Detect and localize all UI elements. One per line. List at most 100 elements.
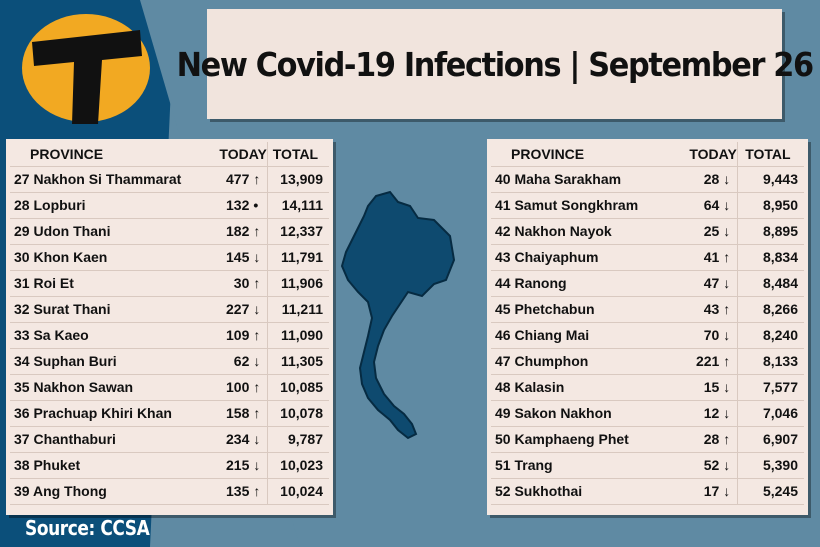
trend-icon: ↓ [251, 296, 268, 323]
province-cell: 33 Sa Kaeo [10, 322, 214, 349]
rank-number: 46 [495, 327, 511, 343]
table-row: 50 Kamphaeng Phet 28 ↑ 6,907 [491, 426, 804, 453]
total-cell: 10,024 [266, 478, 329, 505]
today-cell: 227 [213, 296, 252, 323]
total-cell: 8,484 [736, 270, 804, 297]
today-cell: 30 [213, 270, 252, 297]
rank-number: 48 [495, 379, 511, 395]
title-banner: New Covid-19 Infections | September 26 [176, 9, 814, 119]
trend-icon: ↓ [721, 166, 738, 193]
rank-number: 50 [495, 431, 511, 447]
table-row: 49 Sakon Nakhon 12 ↓ 7,046 [491, 400, 804, 427]
trend-icon: ↑ [251, 400, 268, 427]
right-table-panel: PROVINCE TODAY TOTAL 40 Maha Sarakham 28 ↓… [487, 139, 808, 515]
total-cell: 8,950 [736, 192, 804, 219]
total-cell: 14,111 [266, 192, 329, 219]
right-table-body: 40 Maha Sarakham 28 ↓ 9,443 41 Samut Songkhr… [491, 166, 804, 505]
province-name: Sukhothai [514, 483, 583, 499]
today-cell: 109 [213, 322, 252, 349]
trend-icon: ↓ [721, 322, 738, 349]
table-row: 48 Kalasin 15 ↓ 7,577 [491, 374, 804, 401]
trend-icon: ↓ [721, 452, 738, 479]
total-cell: 9,443 [736, 166, 804, 193]
rank-number: 41 [495, 197, 511, 213]
rank-number: 38 [14, 457, 30, 473]
today-cell: 100 [213, 374, 252, 401]
today-cell: 47 [680, 270, 722, 297]
today-cell: 145 [213, 244, 252, 271]
total-cell: 7,577 [736, 374, 804, 401]
province-name: Nakhon Si Thammarat [33, 171, 182, 187]
province-name: Ang Thong [32, 483, 107, 499]
rank-number: 40 [495, 171, 511, 187]
trend-icon: ↑ [251, 218, 268, 245]
rank-number: 28 [14, 197, 30, 213]
today-cell: 158 [213, 400, 252, 427]
province-cell: 44 Ranong [491, 270, 681, 297]
today-cell: 221 [680, 348, 722, 375]
table-row: 44 Ranong 47 ↓ 8,484 [491, 270, 804, 297]
total-cell: 7,046 [736, 400, 804, 427]
province-cell: 46 Chiang Mai [491, 322, 681, 349]
right-infections-table: PROVINCE TODAY TOTAL 40 Maha Sarakham 28 ↓… [491, 142, 804, 505]
total-cell: 6,907 [736, 426, 804, 453]
total-cell: 8,834 [736, 244, 804, 271]
province-name: Chaiyaphum [514, 249, 599, 265]
table-header-row: PROVINCE TODAY TOTAL [10, 142, 329, 167]
province-name: Phuket [33, 457, 81, 473]
table-row: 31 Roi Et 30 ↑ 11,906 [10, 270, 329, 297]
table-row: 46 Chiang Mai 70 ↓ 8,240 [491, 322, 804, 349]
today-cell: 15 [680, 374, 722, 401]
trend-icon: ↓ [251, 348, 268, 375]
total-cell: 5,245 [736, 478, 804, 505]
rank-number: 43 [495, 249, 511, 265]
rank-number: 36 [14, 405, 30, 421]
rank-number: 49 [495, 405, 511, 421]
rank-number: 32 [14, 301, 30, 317]
province-cell: 31 Roi Et [10, 270, 214, 297]
province-cell: 51 Trang [491, 452, 681, 479]
trend-icon: ↓ [721, 218, 738, 245]
province-cell: 36 Prachuap Khiri Khan [10, 400, 214, 427]
rank-number: 51 [495, 457, 511, 473]
trend-icon: ↓ [721, 192, 738, 219]
total-header: TOTAL [266, 142, 329, 167]
province-name: Khon Kaen [33, 249, 108, 265]
total-cell: 8,240 [736, 322, 804, 349]
table-row: 47 Chumphon 221 ↑ 8,133 [491, 348, 804, 375]
province-header: PROVINCE [491, 142, 681, 167]
today-cell: 70 [680, 322, 722, 349]
total-cell: 10,085 [266, 374, 329, 401]
table-header-row: PROVINCE TODAY TOTAL [491, 142, 804, 167]
province-name: Trang [514, 457, 553, 473]
rank-number: 30 [14, 249, 30, 265]
table-row: 32 Surat Thani 227 ↓ 11,211 [10, 296, 329, 323]
province-cell: 32 Surat Thani [10, 296, 214, 323]
trend-icon: ↑ [721, 244, 738, 271]
table-row: 41 Samut Songkhram 64 ↓ 8,950 [491, 192, 804, 219]
rank-number: 44 [495, 275, 511, 291]
thailand-map [340, 190, 456, 440]
today-cell: 52 [680, 452, 722, 479]
province-cell: 43 Chaiyaphum [491, 244, 681, 271]
province-cell: 30 Khon Kaen [10, 244, 214, 271]
today-header: TODAY [680, 142, 738, 167]
left-table-body: 27 Nakhon Si Thammarat 477 ↑ 13,909 28 Lopbu… [10, 166, 329, 505]
trend-icon: ↑ [721, 426, 738, 453]
table-row: 33 Sa Kaeo 109 ↑ 11,090 [10, 322, 329, 349]
total-cell: 13,909 [266, 166, 329, 193]
trend-icon: ↑ [251, 478, 268, 505]
total-cell: 11,211 [266, 296, 329, 323]
table-row: 30 Khon Kaen 145 ↓ 11,791 [10, 244, 329, 271]
table-row: 52 Sukhothai 17 ↓ 5,245 [491, 478, 804, 505]
province-name: Prachuap Khiri Khan [33, 405, 172, 421]
rank-number: 35 [14, 379, 30, 395]
table-row: 29 Udon Thani 182 ↑ 12,337 [10, 218, 329, 245]
total-cell: 11,791 [266, 244, 329, 271]
today-cell: 215 [213, 452, 252, 479]
province-name: Ranong [514, 275, 567, 291]
province-name: Kamphaeng Phet [514, 431, 629, 447]
province-cell: 29 Udon Thani [10, 218, 214, 245]
source-credit: Source: CCSA [25, 516, 150, 540]
province-name: Phetchabun [514, 301, 595, 317]
